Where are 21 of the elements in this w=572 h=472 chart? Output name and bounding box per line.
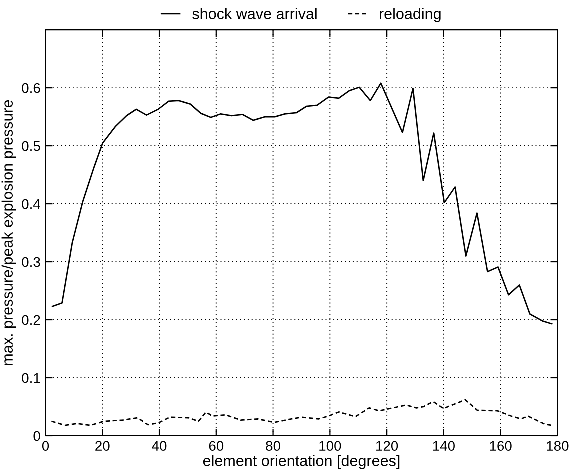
x-tick-label: 60 bbox=[209, 441, 224, 452]
x-tick-label: 140 bbox=[433, 441, 455, 452]
x-tick-label: 180 bbox=[547, 441, 569, 452]
y-tick-label: 0.4 bbox=[22, 199, 40, 210]
x-tick-label: 100 bbox=[320, 441, 342, 452]
y-tick-label: 0.6 bbox=[22, 83, 40, 94]
x-tick-label: 0 bbox=[42, 441, 50, 452]
x-axis-title: element orientation [degrees] bbox=[203, 455, 400, 470]
y-tick-label: 0.3 bbox=[22, 257, 40, 268]
y-tick-label: 0.5 bbox=[22, 141, 40, 152]
x-tick-label: 20 bbox=[96, 441, 110, 452]
legend-label: reloading bbox=[380, 8, 441, 22]
legend-label: shock wave arrival bbox=[192, 8, 317, 20]
x-tick-label: 160 bbox=[490, 441, 512, 452]
x-tick-label: 40 bbox=[152, 441, 167, 452]
x-tick-label: 120 bbox=[376, 441, 398, 452]
y-tick-label: 0.2 bbox=[22, 315, 40, 326]
x-tick-label: 80 bbox=[266, 441, 280, 452]
y-tick-label: 0 bbox=[34, 431, 40, 442]
y-axis-title: max. pressure/peak explosion pressure bbox=[2, 100, 16, 366]
y-tick-label: 0.1 bbox=[22, 373, 40, 384]
